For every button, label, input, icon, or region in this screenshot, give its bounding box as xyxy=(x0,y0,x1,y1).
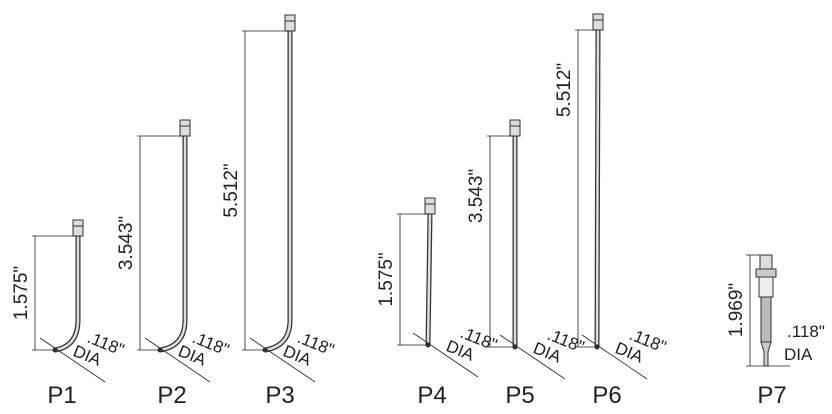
diameter-group: .118"DIA xyxy=(613,325,669,367)
length-label: 1.575" xyxy=(11,266,32,320)
dia-label: DIA xyxy=(784,345,813,364)
probe-shaft-outline xyxy=(264,31,293,353)
probe-label: P2 xyxy=(157,382,186,409)
length-label: 1.575" xyxy=(376,252,397,306)
probe-p7: 1.969" .118" DIA P7 xyxy=(726,254,825,409)
length-label: 3.543" xyxy=(466,169,487,223)
probe-tip xyxy=(760,341,772,367)
probe-label: P7 xyxy=(757,382,786,409)
diameter-group: .118"DIA xyxy=(531,325,587,367)
probe-shaft xyxy=(54,236,80,352)
probe-label: P5 xyxy=(505,382,534,409)
probe-body xyxy=(760,296,772,343)
probe-shaft xyxy=(159,136,187,352)
leader-line xyxy=(144,337,211,383)
length-label: 5.512" xyxy=(554,63,575,117)
probe-label: P4 xyxy=(417,382,446,409)
probe-shaft xyxy=(595,29,600,348)
probe-label: P6 xyxy=(592,382,621,409)
probe-shaft-outline xyxy=(54,236,81,353)
probe-connector xyxy=(284,14,296,32)
probe-shaft-outline xyxy=(159,136,188,353)
leader-line xyxy=(249,337,316,383)
leader-line xyxy=(39,337,106,383)
leader-line xyxy=(412,332,479,378)
probe: 1.575" .118"DIA P1 xyxy=(11,219,127,409)
probe-label: P3 xyxy=(265,382,294,409)
probe-label: P1 xyxy=(47,382,76,409)
length-label: 5.512" xyxy=(221,163,242,217)
probe: 3.543" .118"DIA P5 xyxy=(466,119,587,409)
probe-body xyxy=(758,276,774,298)
length-label: 3.543" xyxy=(116,216,137,270)
diameter-group: .118"DIA xyxy=(71,328,127,370)
diameter-label: .118" xyxy=(787,322,825,341)
probe-collar xyxy=(755,268,777,278)
probe-connector xyxy=(179,119,191,137)
probe-connector xyxy=(592,13,604,31)
probe-connector xyxy=(424,197,436,215)
probe-connector xyxy=(72,219,84,237)
length-label: 1.969" xyxy=(726,283,747,337)
probe-connector xyxy=(509,119,521,137)
probe: 5.512" .118"DIA P6 xyxy=(554,13,669,409)
diameter-group: .118"DIA xyxy=(444,323,500,365)
leader-line xyxy=(499,334,566,380)
probe-connector xyxy=(759,254,773,270)
probe-shaft xyxy=(264,31,292,352)
probe-shaft xyxy=(426,213,432,346)
leader-line xyxy=(581,334,648,380)
probe: 1.575" .118"DIA P4 xyxy=(376,197,500,409)
